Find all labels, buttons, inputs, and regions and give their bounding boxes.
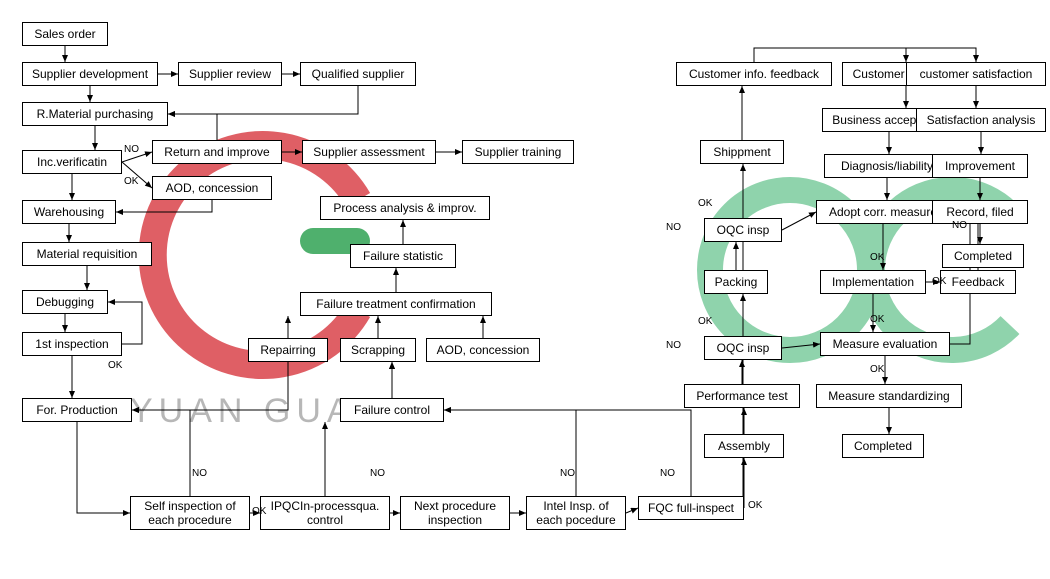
node-completed2: Completed (942, 244, 1024, 268)
nodes-layer: Sales order Supplier development Supplier … (0, 0, 1050, 579)
node-aod_concession2: AOD, concession (426, 338, 540, 362)
edge-label-l3: OK (108, 360, 122, 371)
edge-label-l18: OK (870, 314, 884, 325)
edge-label-l13: NO (666, 222, 681, 233)
node-sales_order: Sales order (22, 22, 108, 46)
edge-label-l14: OK (870, 252, 884, 263)
edge-label-l9: OK (748, 500, 762, 511)
node-process_analysis: Process analysis & improv. (320, 196, 490, 220)
edge-label-l12: OK (698, 198, 712, 209)
node-failure_control: Failure control (340, 398, 444, 422)
edge-label-l15: OK (932, 276, 946, 287)
node-oqc_insp1: OQC insp (704, 218, 782, 242)
node-satisfaction_analysis: Satisfaction analysis (916, 108, 1046, 132)
node-warehousing: Warehousing (22, 200, 116, 224)
node-record_filed: Record, filed (932, 200, 1028, 224)
node-supplier_training: Supplier training (462, 140, 574, 164)
node-improvement: Improvement (932, 154, 1028, 178)
edge-label-l16: OK (870, 364, 884, 375)
node-scrapping: Scrapping (340, 338, 416, 362)
node-repairring: Repairring (248, 338, 328, 362)
node-cust_feedback: Customer info. feedback (676, 62, 832, 86)
edge-label-l1: NO (124, 144, 139, 155)
edge-label-l10: OK (698, 316, 712, 327)
node-supplier_assess: Supplier assessment (302, 140, 436, 164)
edge-label-l11: NO (666, 340, 681, 351)
edge-label-l17: NO (952, 220, 967, 231)
node-failure_treat: Failure treatment confirmation (300, 292, 492, 316)
node-cust_satisfaction: customer satisfaction (906, 62, 1046, 86)
node-aod_concession1: AOD, concession (152, 176, 272, 200)
node-supplier_dev: Supplier development (22, 62, 158, 86)
node-measure_std: Measure standardizing (816, 384, 962, 408)
node-ipqc: IPQCIn-processqua. control (260, 496, 390, 530)
node-debugging: Debugging (22, 290, 108, 314)
node-feedback: Feedback (940, 270, 1016, 294)
node-qualified_supplier: Qualified supplier (300, 62, 416, 86)
node-first_insp: 1st inspection (22, 332, 122, 356)
node-performance_test: Performance test (684, 384, 800, 408)
edge-label-l8: NO (660, 468, 675, 479)
edge-label-l2: OK (124, 176, 138, 187)
node-adopt_corr: Adopt corr. measure (816, 200, 950, 224)
node-self_insp: Self inspection of each procedure (130, 496, 250, 530)
node-for_production: For. Production (22, 398, 132, 422)
edge-label-l6: NO (370, 468, 385, 479)
node-assembly: Assembly (704, 434, 784, 458)
node-inc_verif: Inc.verificatin (22, 150, 122, 174)
node-shippment: Shippment (700, 140, 784, 164)
node-next_proc: Next procedure inspection (400, 496, 510, 530)
node-completed: Completed (842, 434, 924, 458)
node-supplier_review: Supplier review (178, 62, 282, 86)
node-fqc_full: FQC full-inspect (638, 496, 744, 520)
edge-label-l7: NO (560, 468, 575, 479)
node-material_req: Material requisition (22, 242, 152, 266)
edge-label-l4: OK (252, 506, 266, 517)
node-implementation: Implementation (820, 270, 926, 294)
node-rm_purchasing: R.Material purchasing (22, 102, 168, 126)
node-measure_eval: Measure evaluation (820, 332, 950, 356)
node-intel_insp: Intel Insp. of each pocedure (526, 496, 626, 530)
node-packing: Packing (704, 270, 768, 294)
node-return_improve: Return and improve (152, 140, 282, 164)
node-failure_stat: Failure statistic (350, 244, 456, 268)
node-oqc_insp2: OQC insp (704, 336, 782, 360)
edge-label-l5: NO (192, 468, 207, 479)
